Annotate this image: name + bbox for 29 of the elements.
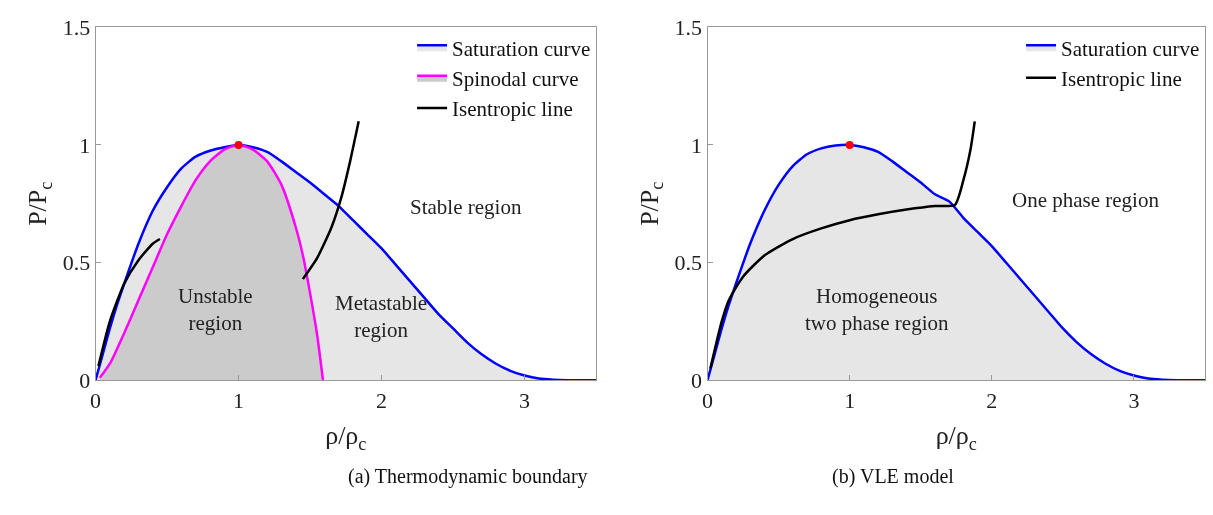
x-axis-title: ρ/ρ$_{c}$ xyxy=(935,421,977,454)
text: (b) VLE model xyxy=(832,465,955,488)
line-series xyxy=(709,120,976,370)
y-tick-label: 0.5 xyxy=(674,250,703,276)
annotation: Homogeneous two phase region xyxy=(805,284,949,336)
x-tick-label: 3 xyxy=(1128,387,1140,413)
annotation: One phase region xyxy=(1012,188,1160,212)
x-tick-label: 1 xyxy=(844,387,856,413)
x-tick-label: 1 xyxy=(233,387,245,413)
x-tick-label: 3 xyxy=(519,387,531,413)
y-tick-label: 1 xyxy=(79,132,91,158)
x-tick-label: 2 xyxy=(986,387,998,413)
annotation: Unstable region xyxy=(178,284,253,336)
x-tick-label: 2 xyxy=(376,387,388,413)
y-tick-label: 0 xyxy=(691,367,703,393)
legend-label: Saturation curve xyxy=(452,36,591,61)
legend-label: Spinodal curve xyxy=(452,66,579,91)
x-axis-title: ρ/ρ$_{c}$ xyxy=(325,421,367,454)
y-tick-label: 1 xyxy=(691,132,703,158)
y-tick-label: 1.5 xyxy=(62,14,91,40)
legend-label: Isentropic line xyxy=(1061,66,1182,91)
y-tick-label: 1.5 xyxy=(674,14,703,40)
legend-label: Isentropic line xyxy=(452,97,573,122)
legend-label: Saturation curve xyxy=(1061,36,1200,61)
annotation: Metastable region xyxy=(335,291,428,343)
annotation: Stable region xyxy=(410,195,522,219)
y-tick-label: 0 xyxy=(79,367,91,393)
text: (a) Thermodynamic boundary xyxy=(348,465,588,488)
y-tick-label: 0.5 xyxy=(62,250,91,276)
